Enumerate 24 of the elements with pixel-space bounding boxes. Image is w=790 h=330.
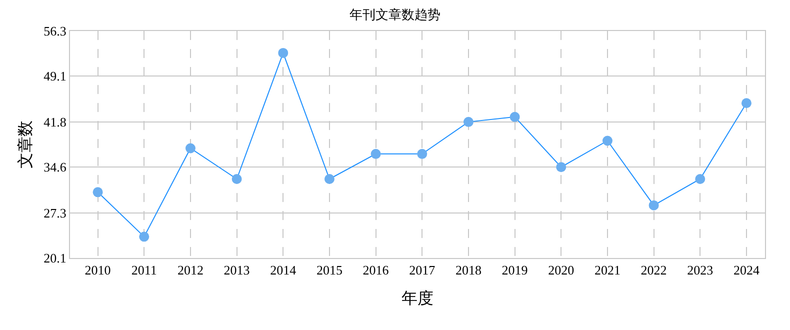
x-tick-label: 2022	[640, 262, 667, 278]
y-tick-label: 34.6	[44, 160, 67, 175]
x-tick-label: 2013	[224, 262, 250, 278]
y-tick-label: 20.1	[44, 250, 66, 266]
x-tick-label: 2024	[733, 262, 760, 278]
x-tick-label: 2017	[409, 262, 436, 278]
x-tick-label: 2020	[548, 262, 574, 278]
x-tick-label: 2014	[270, 262, 297, 278]
x-axis-title: 年度	[402, 289, 434, 308]
x-tick-label: 2016	[362, 262, 390, 278]
y-tick-label: 41.8	[44, 114, 66, 130]
chart-title: 年刊文章数趋势	[350, 7, 440, 22]
y-axis-title: 文章数	[16, 120, 35, 168]
x-tick-label: 2011	[131, 262, 157, 278]
x-tick-label: 2010	[84, 262, 111, 278]
y-tick-label: 49.1	[44, 68, 66, 84]
x-tick-label: 2012	[177, 262, 204, 278]
x-tick-label: 2015	[316, 262, 342, 278]
x-tick-label: 2023	[687, 262, 714, 278]
y-tick-label: 56.3	[44, 24, 66, 39]
x-tick-label: 2018	[455, 262, 482, 278]
x-tick-label: 2019	[502, 262, 528, 278]
x-tick-label: 2021	[594, 262, 620, 278]
y-tick-label: 27.3	[44, 205, 66, 220]
